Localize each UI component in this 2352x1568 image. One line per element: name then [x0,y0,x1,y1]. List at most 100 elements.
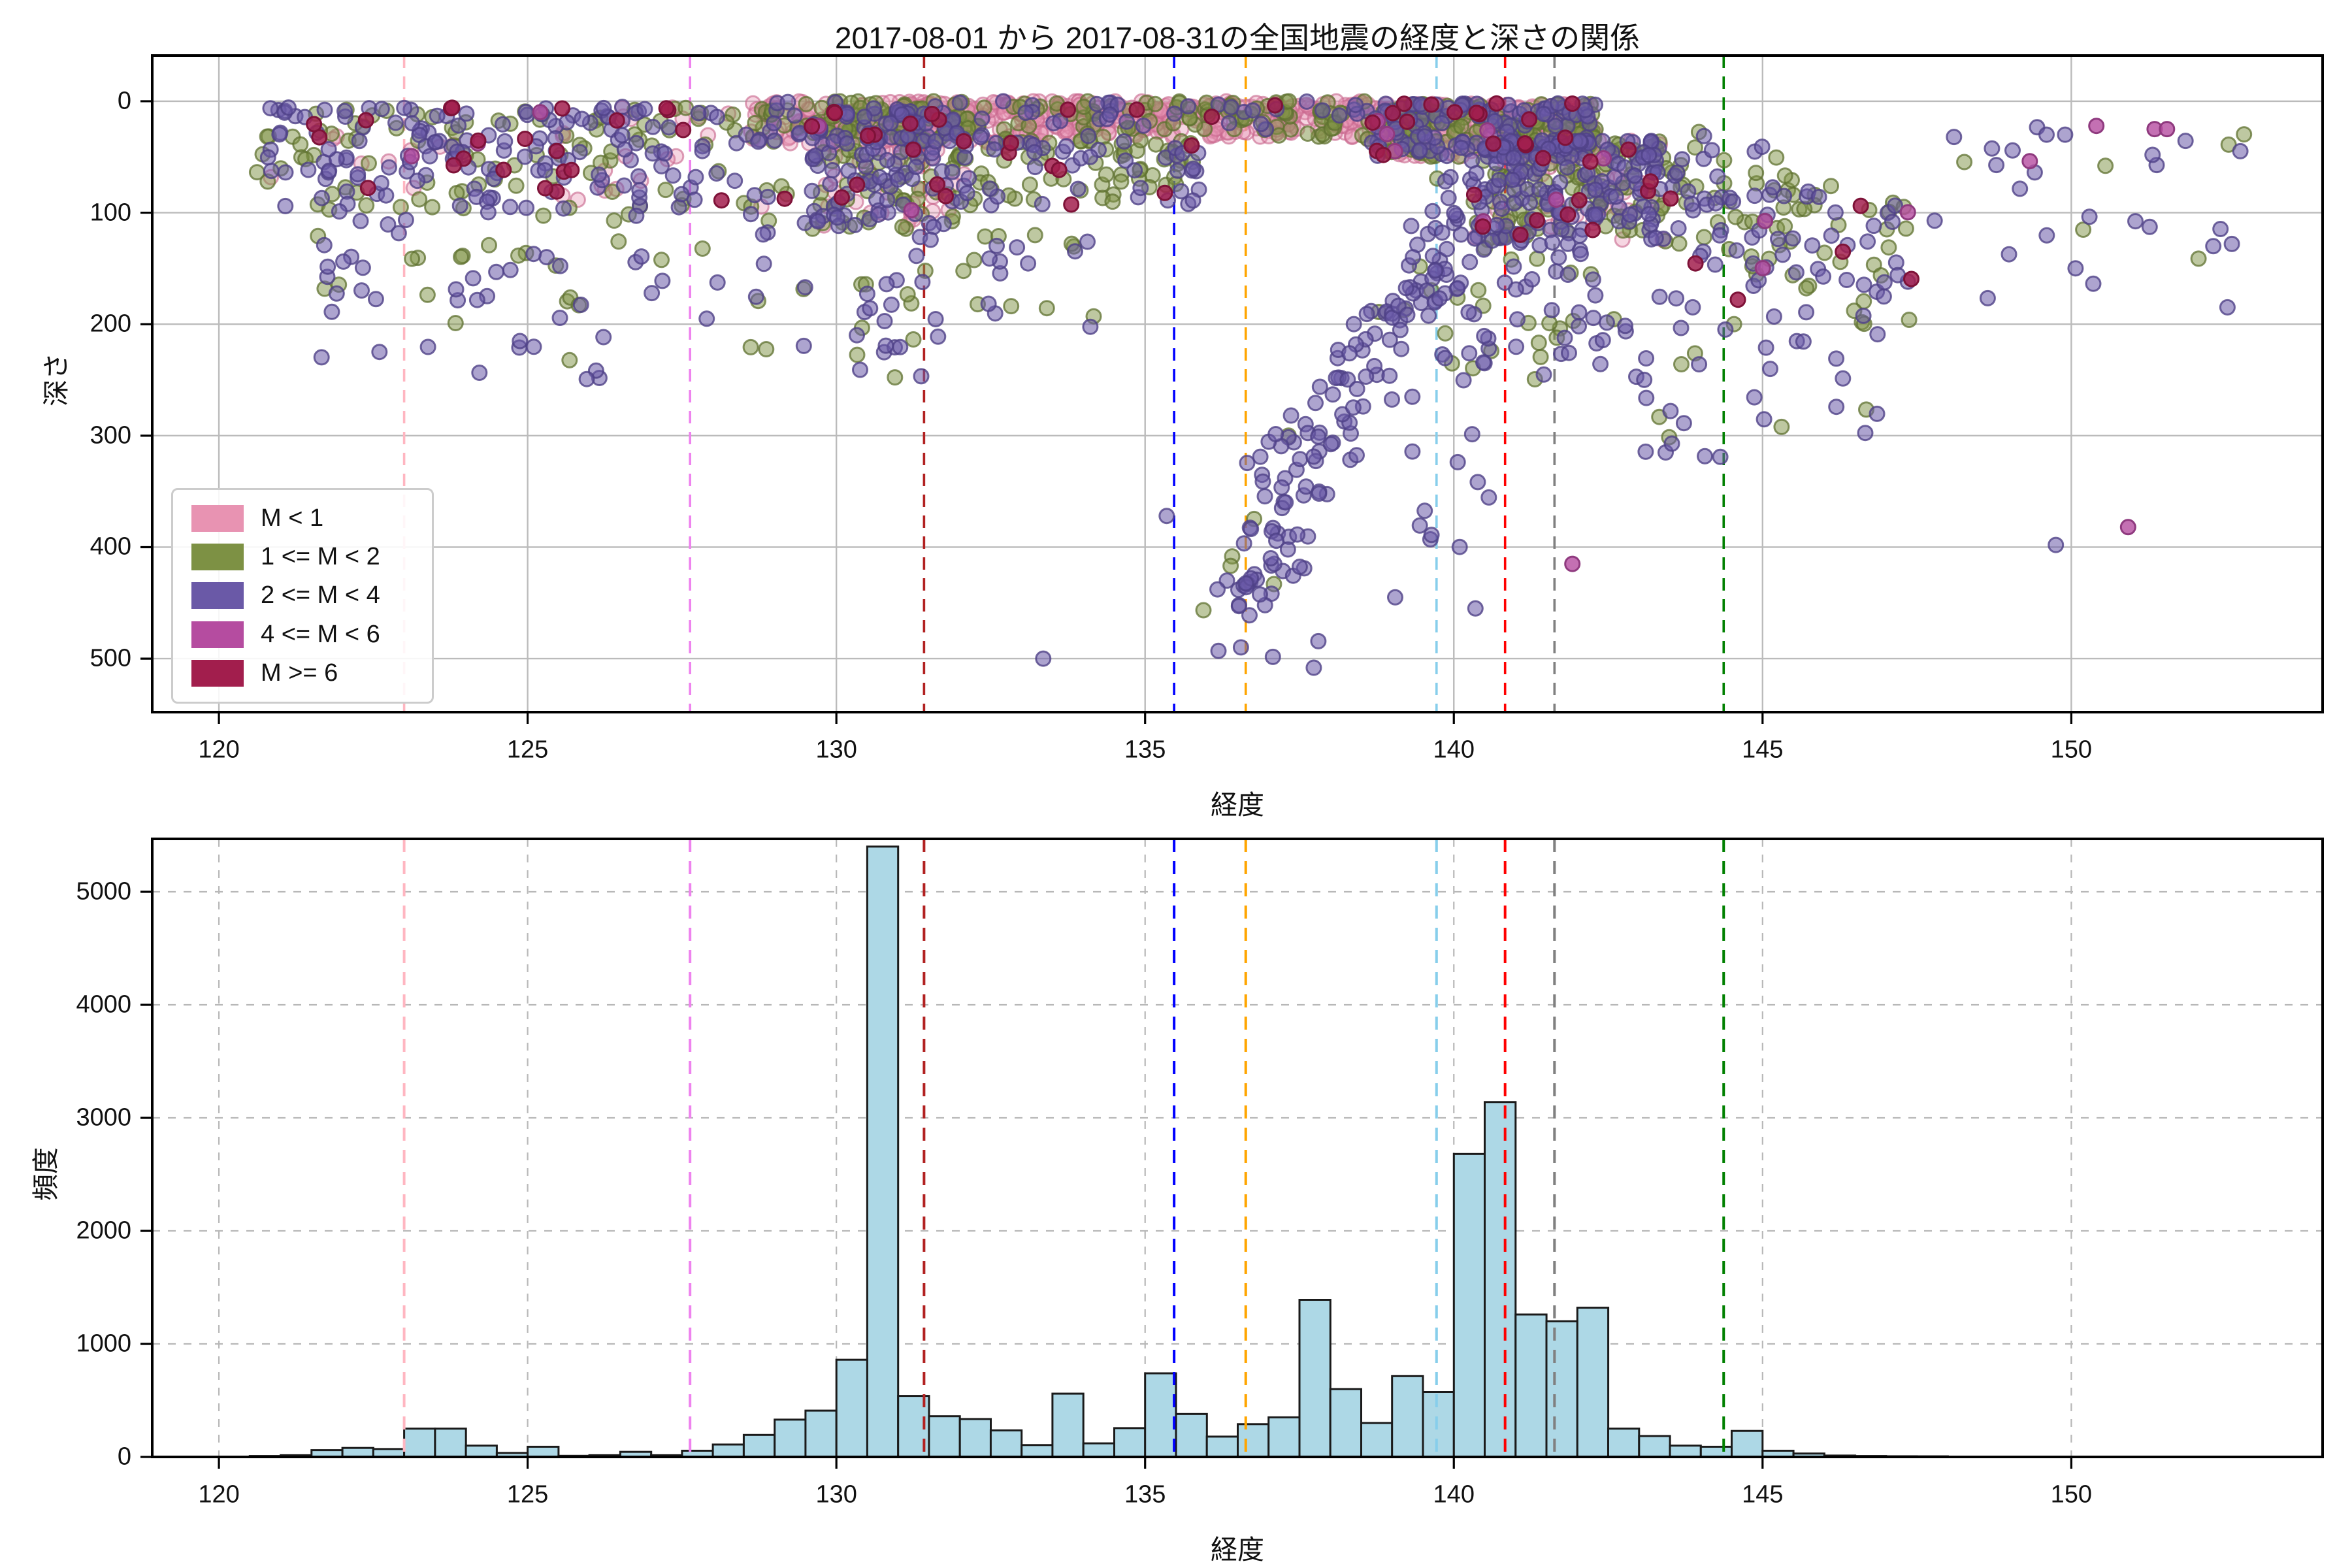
bottom-ytick-label: 2000 [76,1217,131,1245]
scatter-point-c [1642,173,1659,190]
scatter-point-u [1252,448,1269,465]
hist-bar [1360,1422,1394,1458]
scatter-point-c [1535,150,1552,167]
legend-swatch-ge-6 [191,659,244,687]
scatter-point-u [1691,356,1708,373]
scatter-point-u [1707,195,1724,212]
scatter-point-u [1322,436,1339,453]
scatter-point-u [1230,598,1247,615]
scatter-point-o [758,341,775,357]
scatter-point-c [1729,291,1746,308]
hist-bar [1514,1313,1548,1458]
scatter-point-u [352,212,369,229]
hist-bar [1607,1428,1641,1458]
scatter-point-u [465,270,482,287]
scatter-point-u [1273,479,1290,496]
scatter-point-c [563,161,580,178]
scatter-point-u [1256,488,1273,505]
scatter-point-u [1838,272,1855,288]
scatter-point-u [809,213,826,230]
hist-bar [711,1443,745,1458]
legend-label: M < 1 [261,504,324,532]
scatter-point-m [532,104,549,121]
scatter-point-u [1637,443,1654,460]
scatter-point-m [2021,153,2038,170]
scatter-point-c [444,99,461,116]
legend-item: 4 <= M < 6 [191,621,432,649]
scatter-point-c [834,189,850,206]
scatter-point-u [956,149,973,166]
scatter-point-u [1387,589,1403,606]
scatter-point-u [727,172,743,189]
scatter-point-o [610,233,627,250]
scatter-point-c [1128,101,1145,118]
scatter-point-u [2141,218,2158,235]
scatter-point-u [1424,203,1441,220]
scatter-point-o [2190,250,2207,267]
scatter-point-u [1348,447,1365,464]
scatter-point-u [572,297,589,313]
scatter-point-u [1411,142,1428,159]
scatter-point-u [1695,127,1712,144]
scatter-point-u [1725,193,1742,210]
top-xtick-label: 145 [1742,736,1784,764]
scatter-point-u [387,114,404,131]
bottom-ytick-label: 3000 [76,1103,131,1132]
scatter-point-u [615,177,632,194]
scatter-point-u [1345,316,1362,333]
scatter-point-o [966,252,983,269]
scatter-point-c [1003,135,1019,152]
scatter-point-o [453,248,469,265]
scatter-point-u [628,207,645,224]
scatter-point-u [1305,659,1322,676]
scatter-point-c [1620,141,1637,158]
scatter-point-u [1424,248,1441,265]
scatter-point-u [525,246,542,263]
scatter-point-u [862,300,879,317]
scatter-point-u [1584,271,1601,288]
scatter-point-u [1020,255,1037,272]
scatter-point-o [657,182,674,199]
scatter-point-u [2004,142,2021,159]
scatter-point-u [908,248,925,265]
scatter-point-c [924,105,941,122]
scatter-point-u [1810,188,1827,205]
scatter-point-u [421,148,438,165]
scatter-point-u [1241,607,1258,624]
scatter-point-u [1449,453,1466,470]
top-ytick-label: 100 [90,199,131,227]
scatter-point-u [687,169,704,186]
scatter-point-u [1697,448,1713,465]
scatter-point-u [1416,128,1433,145]
scatter-point-u [373,174,389,191]
scatter-point-u [1770,231,1786,248]
scatter-point-u [1331,107,1348,124]
scatter-point-c [826,105,843,122]
scatter-point-u [1158,508,1175,525]
scatter-point-u [1366,357,1383,374]
scatter-point-u [517,103,534,120]
scatter-point-o [849,346,866,363]
scatter-point-u [1651,288,1668,305]
scatter-point-u [973,110,990,127]
scatter-point-u [766,115,782,132]
scatter-point-o [2075,221,2092,238]
scatter-point-u [1437,173,1454,190]
scatter-point-u [951,94,968,111]
scatter-point-u [795,337,812,354]
scatter-point-u [1102,106,1119,123]
scatter-point-u [280,99,297,116]
scatter-point-u [512,333,529,350]
scatter-point-u [1404,443,1421,460]
bottom-xtick-label: 125 [506,1480,549,1509]
scatter-point-u [552,257,568,274]
scatter-point-m [1754,260,1771,276]
scatter-point-u [2048,536,2065,553]
scatter-point-u [1683,195,1700,212]
scatter-point-u [1717,321,1734,338]
scatter-point-u [858,286,875,302]
scatter-point-c [1465,186,1482,203]
scatter-point-u [664,167,681,184]
scatter-point-o [1776,218,1793,235]
scatter-point-u [914,274,931,291]
